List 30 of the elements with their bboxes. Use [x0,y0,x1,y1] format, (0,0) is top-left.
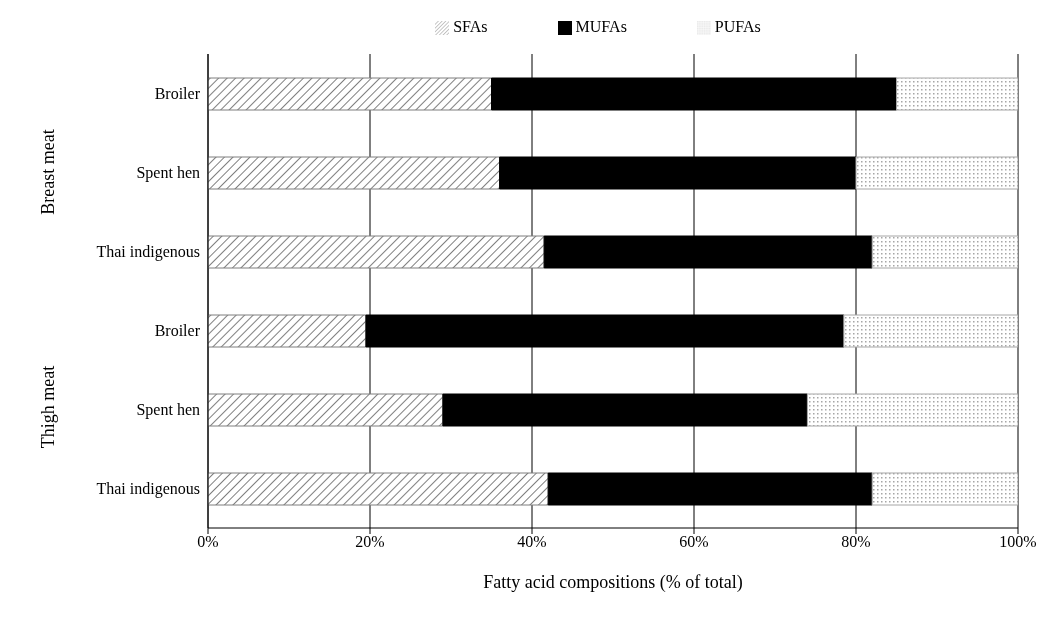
y-tick-label: Spent hen [136,401,200,420]
x-tick-label: 40% [517,533,547,551]
bar [871,472,1018,506]
bar [208,77,492,111]
text: Thigh meat [37,365,59,448]
y-tick-label: Broiler [154,322,201,340]
y-tick-label: Broiler [154,85,201,103]
y-tick-label: Thai indigenous [96,243,200,262]
legend-label: SFAs [453,18,488,35]
bar [208,235,545,269]
y-tick-label: Spent hen [136,164,200,183]
y-tick-label: Thai indigenous [96,480,200,499]
legend-label: MUFAs [575,18,627,35]
bar [208,472,549,506]
bar [843,314,1018,348]
text: Breast meat [37,128,59,215]
legend-label: PUFAs [714,18,761,35]
x-tick-label: 100% [999,533,1037,551]
bar [806,393,1018,427]
x-axis-title: Fatty acid compositions (% of total) [483,572,743,593]
x-tick-label: 80% [841,533,871,551]
bar [208,393,444,427]
bar [208,156,501,190]
x-tick-label: 0% [197,533,219,551]
bar [896,77,1018,111]
x-tick-label: 20% [355,533,385,551]
bar [208,314,367,348]
bar [871,235,1018,269]
x-tick-label: 60% [679,533,709,551]
bar [855,156,1018,190]
